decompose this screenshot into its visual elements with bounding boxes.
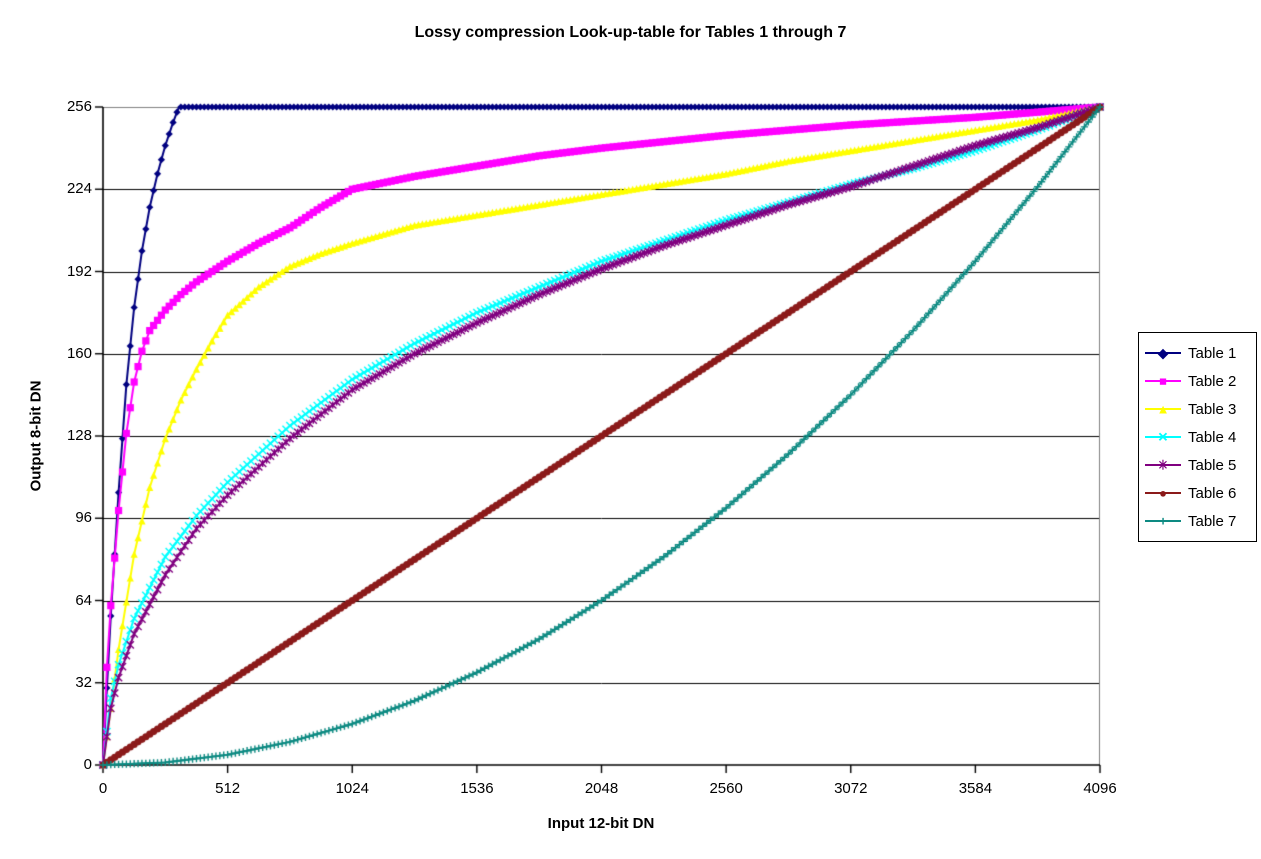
legend-swatch: ✳ bbox=[1145, 458, 1181, 472]
legend-label: Table 6 bbox=[1188, 484, 1237, 502]
x-tick-label: 0 bbox=[98, 780, 108, 797]
legend-line bbox=[1145, 520, 1181, 522]
legend-label: Table 2 bbox=[1188, 372, 1237, 390]
legend: ◆ Table 1 ■ Table 2 ▲ Table 3 ✕ Table 4 ✳ Table 5… bbox=[1138, 332, 1257, 542]
legend-line bbox=[1145, 408, 1181, 410]
legend-line bbox=[1145, 380, 1181, 382]
legend-label: Table 7 bbox=[1188, 512, 1237, 530]
legend-item-table-2: ■ Table 2 bbox=[1145, 367, 1252, 395]
legend-item-table-1: ◆ Table 1 bbox=[1145, 339, 1252, 367]
x-tick-label: 4096 bbox=[1083, 780, 1117, 797]
y-tick-label: 64 bbox=[75, 591, 92, 609]
plus-marker-icon: + bbox=[1159, 513, 1167, 529]
triangle-marker-icon: ▲ bbox=[1156, 401, 1170, 417]
y-tick-label: 192 bbox=[66, 262, 92, 280]
x-tick-label: 512 bbox=[215, 780, 241, 797]
x-axis-title: Input 12-bit DN bbox=[547, 815, 655, 832]
legend-swatch: ◆ bbox=[1145, 346, 1181, 360]
legend-item-table-4: ✕ Table 4 bbox=[1145, 423, 1252, 451]
square-marker-icon: ■ bbox=[1159, 373, 1167, 389]
legend-item-table-3: ▲ Table 3 bbox=[1145, 395, 1252, 423]
legend-line bbox=[1145, 492, 1181, 494]
y-tick-label: 0 bbox=[83, 756, 92, 773]
diamond-marker-icon: ◆ bbox=[1158, 345, 1168, 361]
legend-line bbox=[1145, 464, 1181, 466]
legend-swatch: ▲ bbox=[1145, 402, 1181, 416]
circle-marker-icon: ● bbox=[1159, 485, 1167, 501]
legend-line bbox=[1145, 352, 1181, 354]
legend-label: Table 3 bbox=[1188, 400, 1237, 418]
x-tick-label: 1536 bbox=[460, 780, 494, 797]
chart-title: Lossy compression Look-up-table for Tabl… bbox=[414, 24, 847, 41]
y-tick-label: 160 bbox=[66, 344, 92, 362]
legend-swatch: ● bbox=[1145, 486, 1181, 500]
y-tick-label: 224 bbox=[66, 180, 92, 198]
legend-item-table-6: ● Table 6 bbox=[1145, 479, 1252, 507]
y-tick-label: 128 bbox=[66, 427, 92, 444]
y-tick-label: 32 bbox=[75, 673, 92, 691]
x-tick-label: 2048 bbox=[584, 780, 619, 797]
legend-label: Table 4 bbox=[1188, 428, 1237, 446]
x-tick-label: 3584 bbox=[958, 780, 993, 797]
x-tick-label: 3072 bbox=[834, 780, 868, 797]
legend-item-table-5: ✳ Table 5 bbox=[1145, 451, 1252, 479]
legend-label: Table 5 bbox=[1188, 456, 1237, 474]
y-tick-label: 96 bbox=[75, 509, 92, 527]
legend-swatch: + bbox=[1145, 514, 1181, 528]
legend-swatch: ✕ bbox=[1145, 430, 1181, 444]
legend-label: Table 1 bbox=[1188, 344, 1237, 362]
legend-item-table-7: + Table 7 bbox=[1145, 507, 1252, 535]
x-marker-icon: ✕ bbox=[1157, 429, 1169, 445]
x-tick-label: 1024 bbox=[335, 780, 369, 797]
star-marker-icon: ✳ bbox=[1157, 457, 1169, 473]
x-tick-label: 2560 bbox=[709, 780, 743, 797]
y-tick-label: 256 bbox=[66, 98, 92, 115]
legend-swatch: ■ bbox=[1145, 374, 1181, 388]
legend-line bbox=[1145, 436, 1181, 438]
